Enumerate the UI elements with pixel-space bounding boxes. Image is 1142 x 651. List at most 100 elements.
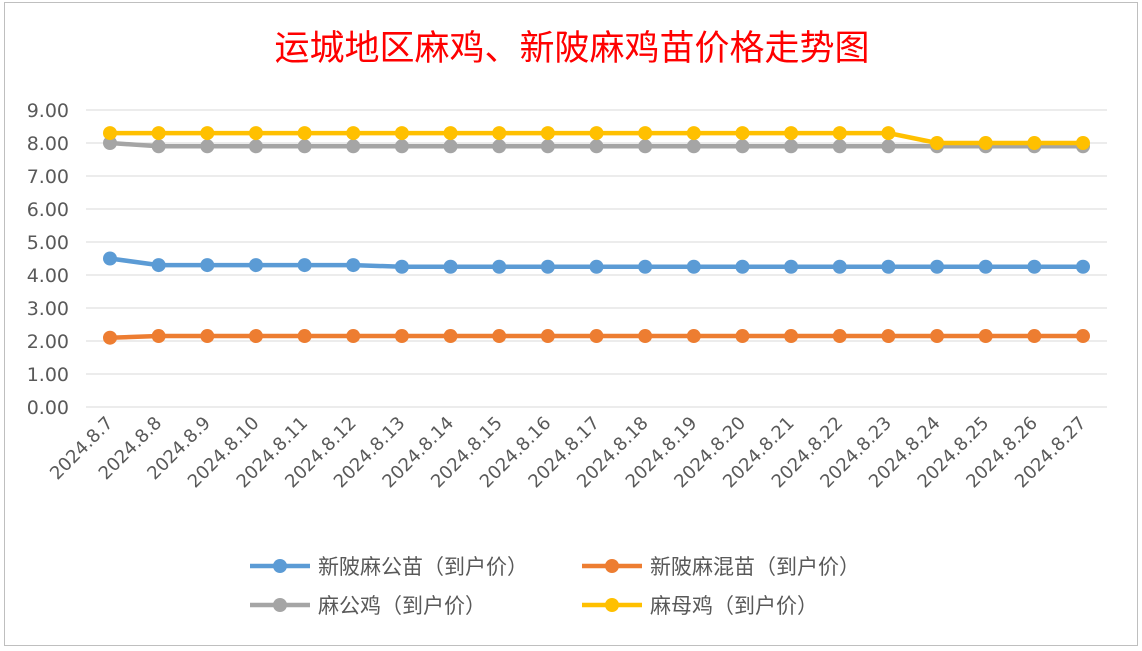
- data-point: [638, 329, 653, 344]
- y-tick-label: 3.00: [27, 298, 69, 320]
- data-point: [200, 139, 215, 154]
- chart-title: 运城地区麻鸡、新陂麻鸡苗价格走势图: [274, 29, 869, 69]
- data-point: [151, 329, 166, 344]
- data-point: [589, 126, 604, 141]
- y-tick-label: 5.00: [27, 232, 69, 254]
- data-point: [103, 136, 117, 150]
- legend-item: 麻公鸡（到户价）: [250, 594, 486, 618]
- data-point: [881, 329, 896, 344]
- data-point: [735, 126, 750, 141]
- data-point: [1027, 136, 1042, 150]
- series-1: [103, 329, 1090, 345]
- chart-frame: [4, 2, 1138, 646]
- gridlines: [86, 109, 1107, 408]
- data-point: [784, 259, 799, 274]
- data-point: [686, 126, 701, 141]
- data-point: [443, 259, 458, 274]
- data-point: [248, 258, 263, 273]
- data-point: [248, 329, 263, 344]
- legend-swatch-marker: [273, 559, 287, 573]
- data-point: [1076, 136, 1090, 150]
- data-point: [297, 139, 312, 154]
- legend-label: 麻公鸡（到户价）: [318, 594, 486, 618]
- data-point: [492, 126, 507, 141]
- data-point: [297, 258, 312, 273]
- data-point: [1027, 259, 1042, 274]
- data-point: [394, 139, 409, 154]
- data-point: [103, 251, 117, 266]
- data-point: [443, 126, 458, 141]
- data-point: [832, 126, 847, 141]
- data-point: [151, 139, 166, 154]
- data-point: [881, 139, 896, 154]
- data-point: [930, 136, 945, 150]
- legend-item: 新陂麻公苗（到户价）: [250, 555, 528, 579]
- data-point: [735, 259, 750, 274]
- data-point: [1076, 259, 1090, 274]
- y-tick-label: 1.00: [27, 364, 69, 386]
- data-point: [492, 259, 507, 274]
- data-point: [540, 126, 555, 141]
- data-point: [930, 259, 945, 274]
- data-point: [978, 329, 993, 344]
- data-point: [200, 258, 215, 273]
- data-point: [540, 329, 555, 344]
- y-tick-label: 9.00: [27, 100, 69, 122]
- data-point: [832, 139, 847, 154]
- data-point: [686, 139, 701, 154]
- data-point: [1076, 329, 1090, 344]
- data-point: [346, 126, 361, 141]
- data-point: [832, 329, 847, 344]
- data-point: [540, 259, 555, 274]
- data-point: [784, 126, 799, 141]
- data-point: [297, 329, 312, 344]
- data-point: [784, 139, 799, 154]
- legend-label: 麻母鸡（到户价）: [650, 594, 818, 618]
- data-point: [297, 126, 312, 141]
- legend-item: 新陂麻混苗（到户价）: [582, 555, 860, 579]
- data-point: [638, 139, 653, 154]
- data-point: [832, 259, 847, 274]
- data-point: [978, 136, 993, 150]
- data-point: [881, 126, 896, 141]
- data-point: [784, 329, 799, 344]
- data-point: [346, 139, 361, 154]
- data-point: [151, 258, 166, 273]
- data-point: [151, 126, 166, 141]
- legend-swatch-marker: [273, 598, 287, 612]
- data-point: [346, 329, 361, 344]
- data-point: [589, 259, 604, 274]
- series-3: [103, 126, 1090, 150]
- data-point: [103, 126, 117, 141]
- data-point: [443, 139, 458, 154]
- data-point: [638, 259, 653, 274]
- data-point: [540, 139, 555, 154]
- data-point: [443, 329, 458, 344]
- series-0: [103, 251, 1090, 274]
- legend-swatch-marker: [605, 598, 619, 612]
- data-point: [686, 329, 701, 344]
- data-point: [248, 126, 263, 141]
- data-point: [686, 259, 701, 274]
- legend-item: 麻母鸡（到户价）: [582, 594, 818, 618]
- data-point: [103, 330, 117, 345]
- data-point: [589, 329, 604, 344]
- x-axis-ticks: 2024.8.72024.8.82024.8.92024.8.102024.8.…: [46, 413, 1091, 493]
- y-tick-label: 6.00: [27, 199, 69, 221]
- y-tick-label: 8.00: [27, 133, 69, 155]
- data-point: [346, 258, 361, 273]
- data-point: [735, 139, 750, 154]
- legend-label: 新陂麻混苗（到户价）: [650, 555, 860, 579]
- data-point: [930, 329, 945, 344]
- y-tick-label: 0.00: [27, 397, 69, 419]
- data-point: [394, 329, 409, 344]
- data-point: [978, 259, 993, 274]
- data-point: [735, 329, 750, 344]
- y-tick-label: 2.00: [27, 331, 69, 353]
- y-tick-label: 4.00: [27, 265, 69, 287]
- legend-label: 新陂麻公苗（到户价）: [318, 555, 528, 579]
- y-tick-label: 7.00: [27, 166, 69, 188]
- data-point: [248, 139, 263, 154]
- data-point: [492, 329, 507, 344]
